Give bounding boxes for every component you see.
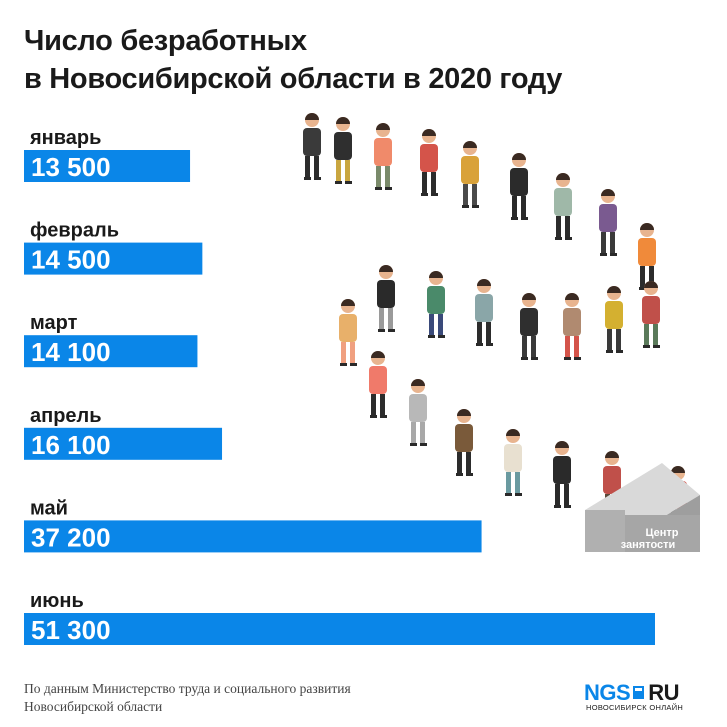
ngs-logo[interactable]: NGS RU НОВОСИБИРСК ОНЛАЙН: [584, 679, 706, 714]
person-figure: [427, 271, 445, 338]
logo-square-icon: [633, 686, 645, 699]
person-figure: [475, 279, 493, 346]
chart-title: Число безработных в Новосибирской област…: [24, 22, 664, 98]
people-figures: [303, 113, 687, 533]
person-figure: [369, 351, 387, 418]
person-figure: [504, 429, 522, 496]
bar-value-label: 37 200: [31, 522, 111, 552]
bars: январь 13 500 февраль 14 500 март 14 100 апрел…: [24, 127, 655, 645]
title-line-1: Число безработных: [24, 25, 307, 57]
bar: [24, 427, 223, 460]
person-figure: [461, 141, 479, 208]
bar: [24, 150, 191, 182]
category-label: февраль: [30, 220, 119, 242]
category-label: март: [30, 312, 78, 334]
person-figure: [599, 189, 617, 256]
person-figure: [409, 379, 427, 446]
bar-value-label: 51 300: [31, 615, 111, 645]
source-line-2: Новосибирской области: [24, 699, 163, 714]
person-figure: [420, 129, 438, 196]
bar-chart: январь 13 500 февраль 14 500 март 14 100 апрел…: [24, 127, 655, 645]
person-figure: [377, 265, 395, 332]
person-figure: [642, 281, 660, 348]
category-label: май: [30, 497, 68, 519]
person-figure: [374, 123, 392, 190]
person-figure: [554, 173, 572, 240]
bar-value-label: 13 500: [31, 152, 111, 182]
bar: [24, 613, 655, 645]
bar-value-label: 16 100: [31, 430, 111, 460]
person-figure: [510, 153, 528, 220]
employment-center-desk: Центр занятости: [585, 463, 700, 552]
person-figure: [334, 117, 352, 184]
bar-value-label: 14 100: [31, 337, 111, 367]
desk-label-1: Центр: [645, 527, 678, 539]
logo-subtitle: НОВОСИБИРСК ОНЛАЙН: [586, 703, 684, 712]
logo-brand: NGS: [584, 679, 631, 705]
bar: [24, 242, 203, 275]
person-figure: [303, 113, 321, 180]
bar: [24, 335, 198, 368]
logo-domain: RU: [648, 679, 679, 705]
bar-value-label: 14 500: [31, 245, 111, 275]
bar: [24, 520, 482, 553]
category-label: январь: [29, 127, 101, 149]
person-figure: [553, 441, 571, 508]
title-line-2: в Новосибирской области в 2020 году: [24, 63, 563, 95]
person-figure: [455, 409, 473, 476]
person-figure: [563, 293, 581, 360]
person-figure: [520, 293, 538, 360]
person-figure: [605, 286, 623, 353]
category-label: апрель: [30, 405, 102, 427]
source-line-1: По данным Министерство труда и социально…: [24, 681, 351, 696]
source-note: По данным Министерство труда и социально…: [24, 680, 494, 716]
person-figure: [339, 299, 357, 366]
desk-label-2: занятости: [621, 539, 676, 551]
category-label: июнь: [30, 590, 84, 612]
person-figure: [638, 223, 656, 290]
